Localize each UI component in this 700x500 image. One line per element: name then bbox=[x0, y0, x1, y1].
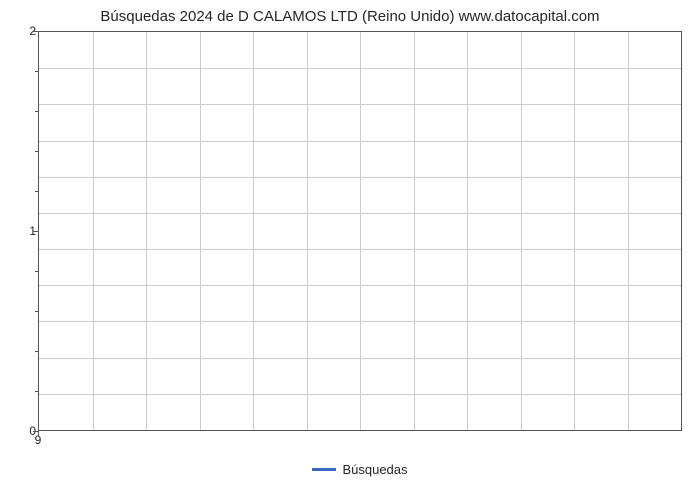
legend: Búsquedas bbox=[38, 462, 682, 477]
legend-swatch bbox=[312, 468, 336, 471]
chart-container: Búsquedas 2024 de D CALAMOS LTD (Reino U… bbox=[8, 8, 692, 492]
chart-title: Búsquedas 2024 de D CALAMOS LTD (Reino U… bbox=[8, 8, 692, 25]
plot-box bbox=[38, 31, 682, 431]
plot-area: 012 9 Búsquedas bbox=[38, 31, 682, 431]
gridlines bbox=[39, 32, 681, 430]
x-axis-labels: 9 bbox=[38, 433, 682, 451]
legend-label: Búsquedas bbox=[342, 462, 407, 477]
